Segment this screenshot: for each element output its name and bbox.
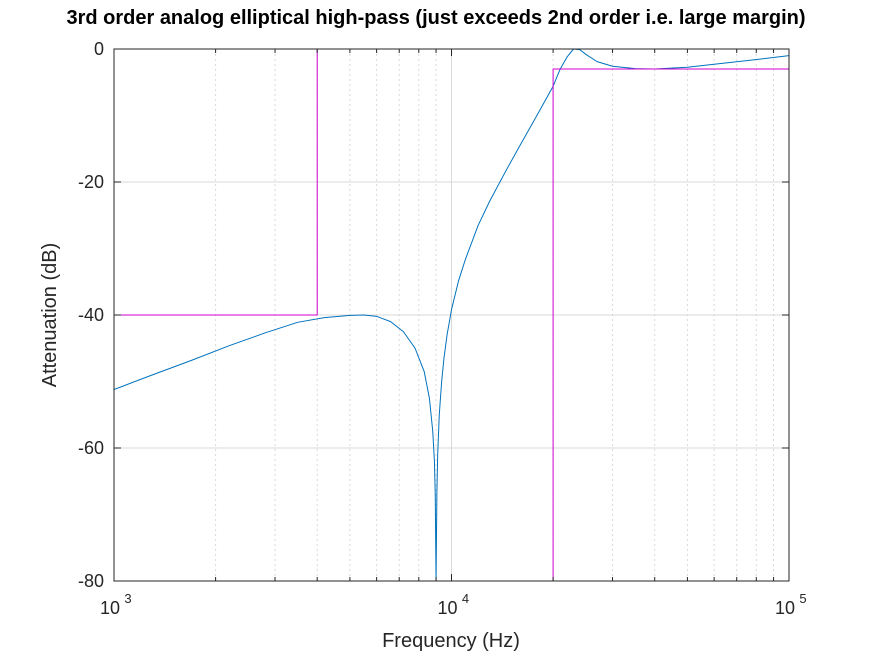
response-curve <box>114 48 789 582</box>
chart-title: 3rd order analog elliptical high-pass (j… <box>66 7 805 29</box>
y-tick-label: -60 <box>78 438 104 458</box>
y-tick-label: 0 <box>94 39 104 59</box>
y-axis-label: Attenuation (dB) <box>39 243 61 388</box>
x-tick-label-exponent: 4 <box>462 591 469 606</box>
x-tick-label-exponent: 5 <box>799 591 806 606</box>
ticks: 10 3 10 4 10 5 0 -20 -40 -60 -80 <box>78 39 807 618</box>
x-axis-label: Frequency (Hz) <box>382 630 520 652</box>
x-tick-label: 10 <box>437 598 457 618</box>
spec-mask-line <box>552 68 789 581</box>
y-tick-label: -80 <box>78 571 104 591</box>
x-tick-label: 10 <box>775 598 795 618</box>
y-tick-label: -20 <box>78 172 104 192</box>
x-tick-label: 10 <box>100 598 120 618</box>
y-tick-label: -40 <box>78 305 104 325</box>
x-tick-label-exponent: 3 <box>124 591 131 606</box>
